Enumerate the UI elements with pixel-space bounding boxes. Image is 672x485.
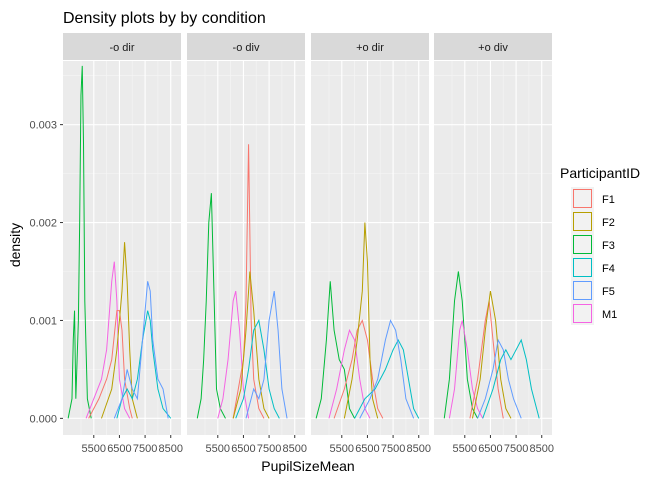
legend-key — [571, 210, 594, 233]
density-line-f3 — [196, 193, 226, 419]
density-line-f5 — [477, 338, 522, 419]
x-tick-label: 7500 — [257, 443, 281, 455]
legend-item-f5: F5 — [571, 279, 615, 302]
panel-background — [311, 61, 429, 435]
legend-swatch — [573, 212, 592, 231]
legend-title: ParticipantID — [560, 165, 640, 181]
density-line-m1 — [85, 261, 131, 419]
legend-entries: F1 F2 F3 F4 F5 M1 — [571, 187, 617, 325]
legend-label: F3 — [602, 240, 615, 252]
panel-background — [434, 61, 552, 435]
facet-label: +o dir — [356, 42, 384, 54]
density-line-f4 — [354, 338, 420, 419]
x-axis-label: PupilSizeMean — [261, 458, 354, 474]
legend-label: F4 — [602, 263, 615, 275]
legend-key — [571, 302, 594, 325]
legend-item-f1: F1 — [571, 187, 615, 210]
legend-swatch — [573, 189, 592, 208]
density-line-f3 — [315, 281, 356, 419]
density-line-f4 — [116, 310, 172, 419]
x-tick-label: 5500 — [453, 443, 477, 455]
legend-swatch — [573, 281, 592, 300]
y-axis-ticks: 0.000 0.001 0.002 0.003 — [29, 120, 63, 425]
x-tick-label: 6500 — [231, 443, 255, 455]
x-tick-label: 6500 — [107, 443, 131, 455]
legend-label: M1 — [602, 309, 617, 321]
x-tick-label: 7500 — [133, 443, 157, 455]
legend-swatch — [573, 235, 592, 254]
x-tick-label: 5500 — [206, 443, 230, 455]
density-line-m1 — [217, 290, 250, 419]
legend-item-f2: F2 — [571, 210, 615, 233]
y-tick-label: 0.000 — [29, 413, 57, 425]
legend-label: F5 — [602, 286, 615, 298]
density-line-f4 — [235, 318, 280, 419]
facet-label: -o div — [233, 42, 260, 54]
x-tick-label: 5500 — [82, 443, 106, 455]
legend-key — [571, 187, 594, 210]
y-tick-label: 0.001 — [29, 315, 57, 327]
x-tick-label: 8500 — [158, 443, 182, 455]
facet-label: +o div — [478, 42, 508, 54]
legend-key — [571, 256, 594, 279]
x-tick-label: 7500 — [381, 443, 405, 455]
density-line-f1 — [88, 310, 133, 419]
y-tick-label: 0.003 — [29, 120, 57, 132]
x-tick-label: 5500 — [330, 443, 354, 455]
legend-key — [571, 279, 594, 302]
x-tick-label: 8500 — [529, 443, 553, 455]
chart-title: Density plots by by condition — [63, 10, 266, 27]
panel-background — [187, 61, 305, 435]
density-line-f1 — [232, 144, 265, 419]
density-line-f5 — [113, 281, 169, 419]
facet-strip — [434, 33, 552, 60]
x-tick-label: 6500 — [478, 443, 502, 455]
legend-swatch — [573, 304, 592, 323]
legend-item-f4: F4 — [571, 256, 615, 279]
legend-label: F2 — [602, 217, 615, 229]
x-tick-label: 8500 — [406, 443, 430, 455]
legend: ParticipantID F1 F2 F3 F4 F5 M1 — [560, 165, 640, 325]
density-line-f3 — [443, 271, 479, 419]
density-line-f2 — [471, 290, 512, 419]
legend-key — [571, 233, 594, 256]
x-tick-label: 8500 — [282, 443, 306, 455]
density-line-m1 — [448, 320, 484, 419]
legend-label: F1 — [602, 194, 615, 206]
panel-background — [63, 61, 181, 435]
density-line-m1 — [328, 328, 371, 419]
density-line-f1 — [333, 319, 384, 419]
density-line-f2 — [232, 271, 270, 419]
density-line-f3 — [67, 65, 92, 419]
legend-item-m1: M1 — [571, 302, 617, 325]
facet-panel-1: -o dir 5500 6500 7500 8500 — [63, 33, 183, 455]
density-line-f5 — [245, 290, 288, 419]
facet-strip — [63, 33, 181, 60]
legend-item-f3: F3 — [571, 233, 615, 256]
facet-label: -o dir — [109, 42, 134, 54]
y-tick-label: 0.002 — [29, 218, 57, 230]
density-line-f2 — [101, 242, 138, 419]
facet-panel-3: +o dir 5500 6500 7500 8500 — [311, 33, 431, 455]
density-line-f5 — [359, 319, 415, 419]
facet-strip — [187, 33, 305, 60]
facet-panel-4: +o div 5500 6500 7500 8500 — [434, 33, 554, 455]
density-line-f4 — [482, 338, 540, 419]
facet-panel-2: -o div 5500 6500 7500 8500 — [187, 33, 307, 455]
x-tick-label: 6500 — [355, 443, 379, 455]
facet-strip — [311, 33, 429, 60]
x-tick-label: 7500 — [504, 443, 528, 455]
legend-swatch — [573, 258, 592, 277]
density-line-f2 — [343, 222, 379, 419]
y-axis-label: density — [7, 223, 23, 267]
